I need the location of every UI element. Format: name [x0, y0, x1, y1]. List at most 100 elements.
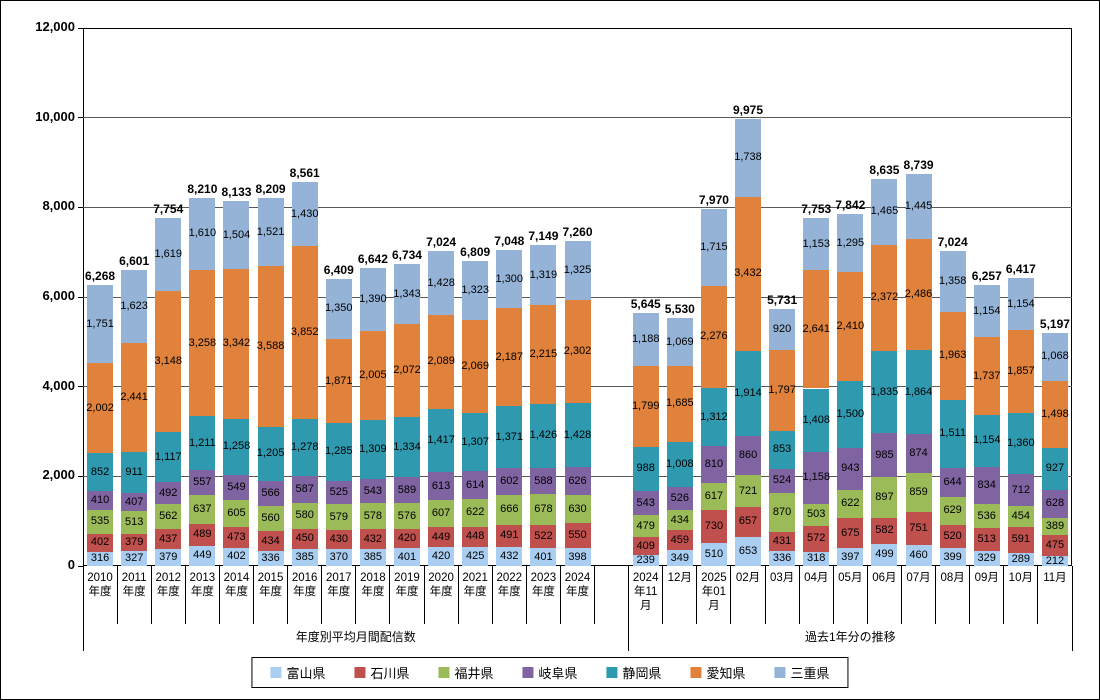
segment-label: 499: [875, 548, 894, 561]
bar-segment-富山県: [564, 548, 591, 566]
total-label: 7,260: [562, 224, 593, 239]
segment-label: 2,441: [120, 391, 148, 404]
bar-segment-三重県: [393, 264, 420, 325]
segment-label: 2,089: [427, 355, 455, 368]
segment-label: 434: [261, 534, 280, 547]
bar-segment-富山県: [1007, 553, 1034, 566]
bar-segment-三重県: [735, 118, 762, 197]
segment-label: 666: [500, 503, 519, 516]
bar-segment-石川県: [939, 524, 966, 549]
bar-segment-静岡県: [939, 399, 966, 468]
bar-segment-三重県: [871, 178, 898, 245]
bar-segment-福井県: [632, 515, 659, 537]
category-tick: [184, 566, 186, 624]
legend-item: 愛知県: [690, 663, 746, 682]
bar-segment-岐阜県: [905, 434, 932, 474]
total-label: 5,530: [664, 302, 695, 317]
total-label: 7,842: [835, 198, 866, 213]
segment-label: 401: [534, 550, 553, 563]
segment-label: 399: [943, 550, 962, 563]
bar-segment-福井県: [803, 503, 830, 527]
segment-label: 434: [670, 513, 689, 526]
segment-label: 988: [636, 462, 655, 475]
segment-label: 2,410: [836, 320, 865, 332]
bar-segment-愛知県: [632, 366, 659, 447]
category-label: 2011 年度: [121, 572, 147, 598]
segment-label: 329: [977, 552, 996, 565]
category-tick: [457, 566, 459, 624]
bar-segment-福井県: [564, 495, 591, 524]
segment-label: 985: [875, 448, 894, 461]
category-tick: [1003, 566, 1005, 624]
y-axis-tick: [78, 386, 83, 388]
segment-label: 637: [193, 503, 212, 516]
bar-segment-愛知県: [905, 238, 932, 351]
total-label: 8,635: [869, 162, 900, 177]
bar-segment-岐阜県: [769, 469, 796, 493]
bar-segment-愛知県: [121, 342, 148, 453]
category-tick: [1037, 566, 1039, 624]
total-label: 7,048: [494, 233, 525, 248]
total-label: 7,970: [698, 192, 729, 207]
bar-segment-富山県: [155, 549, 182, 566]
legend-swatch-icon: [270, 667, 282, 678]
bar-segment-静岡県: [325, 423, 352, 481]
bar-segment-石川県: [769, 531, 796, 551]
legend-label: 愛知県: [706, 666, 746, 681]
bar-segment-静岡県: [530, 403, 557, 468]
segment-label: 1,511: [939, 427, 966, 440]
category-tick: [900, 566, 902, 624]
segment-label: 1,914: [734, 386, 762, 399]
category-tick: [730, 566, 732, 624]
segment-label: 874: [909, 447, 928, 460]
segment-label: 459: [670, 533, 689, 546]
category-label: 08月: [940, 572, 965, 584]
bar-segment-静岡県: [837, 380, 864, 448]
bar-segment-三重県: [121, 270, 148, 343]
bar-segment-福井県: [666, 510, 693, 530]
bar-segment-石川県: [973, 528, 1000, 552]
segment-label: 859: [909, 485, 928, 498]
segment-label: 560: [261, 512, 280, 525]
total-label: 7,149: [528, 229, 559, 244]
segment-label: 943: [841, 462, 860, 475]
bar-segment-三重県: [462, 260, 489, 321]
segment-label: 1,350: [325, 302, 353, 315]
segment-label: 2,486: [904, 288, 933, 301]
segment-label: 1,117: [154, 450, 182, 463]
segment-label: 432: [500, 549, 519, 562]
bar-segment-岐阜県: [87, 491, 114, 510]
category-label: 2016 年度: [291, 572, 318, 598]
category-tick: [389, 566, 391, 624]
segment-label: 318: [807, 552, 826, 565]
bar-segment-静岡県: [189, 416, 216, 471]
segment-label: 1,371: [495, 430, 524, 443]
bar-segment-愛知県: [257, 266, 284, 427]
segment-label: 336: [261, 551, 280, 564]
bar-segment-福井県: [871, 477, 898, 518]
total-label: 7,753: [801, 202, 832, 217]
segment-label: 491: [500, 529, 519, 542]
bar-segment-愛知県: [291, 246, 318, 419]
group-boundary-line: [1071, 566, 1073, 651]
bar-segment-三重県: [973, 285, 1000, 338]
segment-label: 448: [466, 530, 485, 543]
gridline: [83, 206, 1072, 208]
segment-label: 432: [363, 532, 383, 545]
segment-label: 513: [124, 516, 144, 529]
bar-segment-富山県: [837, 548, 864, 566]
segment-label: 473: [227, 530, 246, 543]
bar-segment-岐阜県: [325, 480, 352, 505]
segment-label: 1,390: [359, 292, 387, 305]
bar-segment-石川県: [428, 527, 455, 548]
segment-label: 572: [807, 532, 826, 545]
total-label: 8,209: [255, 181, 286, 196]
legend-label: 石川県: [370, 666, 410, 681]
total-label: 8,739: [903, 158, 934, 173]
segment-label: 579: [329, 510, 348, 523]
segment-label: 1,154: [972, 434, 1001, 447]
bar-segment-福井県: [257, 506, 284, 532]
bar-segment-岐阜県: [666, 486, 693, 511]
category-tick: [423, 566, 425, 624]
segment-label: 1,069: [666, 335, 694, 348]
